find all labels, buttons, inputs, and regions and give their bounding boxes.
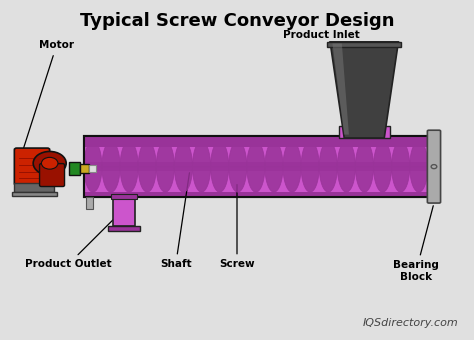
Polygon shape	[192, 141, 210, 167]
Text: Typical Screw Conveyor Design: Typical Screw Conveyor Design	[80, 12, 394, 30]
Polygon shape	[330, 42, 398, 138]
Polygon shape	[301, 167, 319, 192]
Polygon shape	[247, 167, 265, 192]
Text: Motor: Motor	[22, 40, 74, 152]
Text: Shaft: Shaft	[160, 173, 191, 269]
Polygon shape	[156, 167, 174, 192]
Polygon shape	[410, 141, 428, 167]
Bar	[338, 126, 390, 138]
Text: Product Outlet: Product Outlet	[25, 213, 119, 269]
Bar	[84, 136, 428, 147]
Text: IQSdirectory.com: IQSdirectory.com	[363, 319, 458, 328]
Bar	[84, 136, 428, 197]
Bar	[80, 164, 89, 173]
Polygon shape	[102, 167, 120, 192]
Polygon shape	[337, 141, 356, 167]
Polygon shape	[332, 44, 349, 135]
Polygon shape	[374, 141, 392, 167]
Bar	[89, 165, 96, 172]
Polygon shape	[174, 141, 192, 167]
Bar	[108, 226, 140, 231]
Polygon shape	[228, 141, 247, 167]
Polygon shape	[392, 141, 410, 167]
Bar	[327, 42, 401, 47]
Polygon shape	[120, 141, 138, 167]
Bar	[84, 136, 428, 197]
Circle shape	[33, 151, 66, 175]
Polygon shape	[102, 141, 120, 167]
Polygon shape	[265, 141, 283, 167]
Bar	[86, 197, 93, 209]
Polygon shape	[192, 167, 210, 192]
Circle shape	[431, 165, 437, 169]
Polygon shape	[210, 141, 228, 167]
Polygon shape	[356, 141, 374, 167]
Polygon shape	[174, 167, 192, 192]
Polygon shape	[319, 141, 337, 167]
Text: Product Inlet: Product Inlet	[283, 30, 366, 45]
Polygon shape	[247, 141, 265, 167]
Polygon shape	[138, 141, 156, 167]
Polygon shape	[337, 167, 356, 192]
Bar	[111, 193, 137, 199]
Polygon shape	[283, 141, 301, 167]
Text: Screw: Screw	[219, 185, 255, 269]
Polygon shape	[301, 141, 319, 167]
Polygon shape	[228, 167, 247, 192]
Polygon shape	[120, 167, 138, 192]
FancyBboxPatch shape	[428, 130, 440, 203]
Bar	[113, 197, 135, 226]
Polygon shape	[283, 167, 301, 192]
Bar	[12, 192, 57, 196]
Polygon shape	[392, 167, 410, 192]
Polygon shape	[265, 167, 283, 192]
Polygon shape	[138, 167, 156, 192]
Bar	[84, 192, 428, 197]
Polygon shape	[210, 167, 228, 192]
Bar	[14, 184, 55, 192]
Polygon shape	[156, 141, 174, 167]
Bar	[84, 162, 428, 171]
Polygon shape	[374, 167, 392, 192]
Circle shape	[41, 157, 58, 169]
Polygon shape	[319, 167, 337, 192]
FancyBboxPatch shape	[14, 148, 50, 185]
Bar	[69, 162, 80, 175]
Polygon shape	[84, 141, 102, 167]
Polygon shape	[410, 167, 428, 192]
FancyBboxPatch shape	[39, 164, 64, 187]
Text: Bearing
Block: Bearing Block	[393, 206, 439, 282]
Polygon shape	[84, 167, 102, 192]
Polygon shape	[356, 167, 374, 192]
